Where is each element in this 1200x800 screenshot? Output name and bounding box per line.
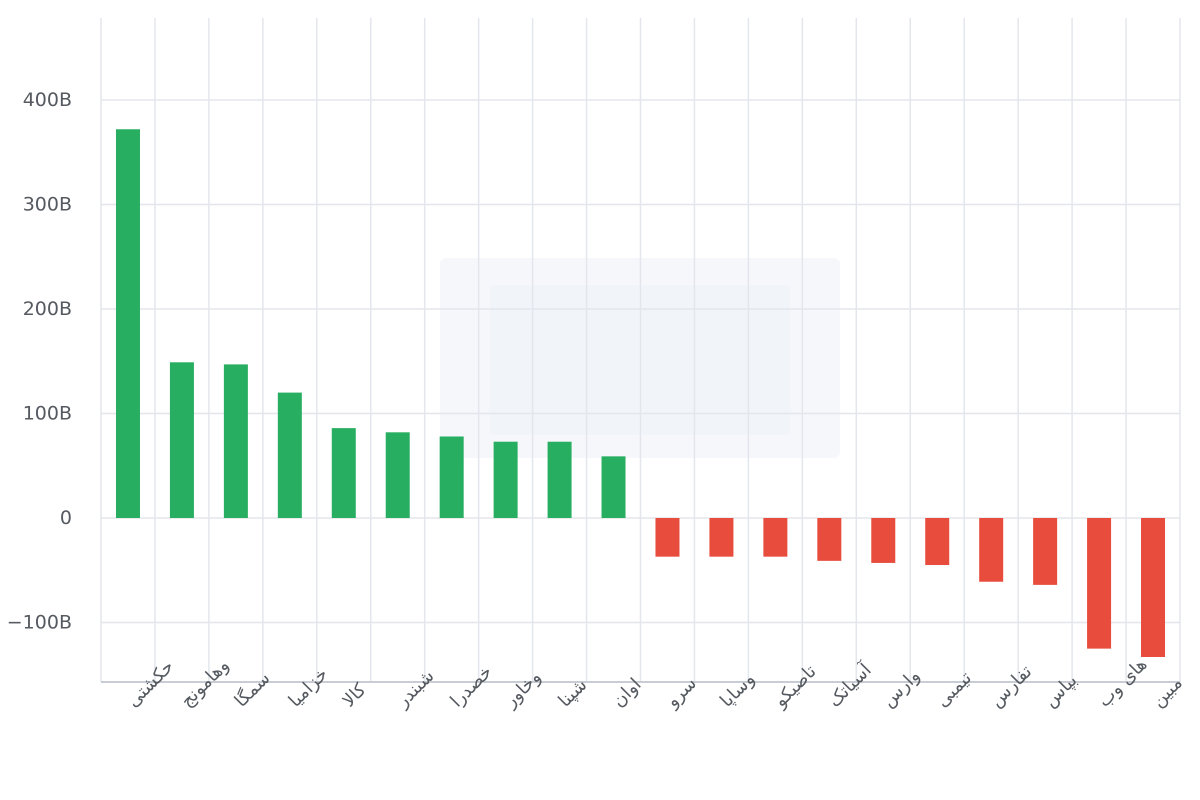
y-tick-label: −100B — [7, 612, 72, 634]
bar-11[interactable] — [709, 518, 734, 557]
bar-0[interactable] — [115, 129, 140, 518]
bar-9[interactable] — [601, 456, 626, 518]
x-category-label: آسیاتک — [823, 658, 877, 712]
x-category-label: خصدرا — [446, 661, 496, 711]
bar-16[interactable] — [979, 518, 1004, 582]
bar-14[interactable] — [871, 518, 896, 563]
x-category-label: تیمبی — [932, 667, 976, 711]
x-category-label: مبین — [1148, 672, 1187, 711]
y-axis-tick-labels: 400B 300B 200B 100B 0 −100B — [7, 89, 72, 634]
y-tick-label: 100B — [23, 403, 72, 425]
bar-5[interactable] — [385, 432, 410, 518]
x-category-label: بپاس — [1040, 670, 1082, 712]
x-category-label: سمگا — [230, 667, 274, 711]
bar-4[interactable] — [331, 428, 356, 518]
x-category-label: کالا — [338, 679, 370, 711]
bar-2[interactable] — [223, 364, 248, 518]
x-category-label: وهامونج — [177, 655, 234, 712]
x-category-label: وساپا — [716, 669, 759, 712]
bar-12[interactable] — [763, 518, 788, 557]
bar-19[interactable] — [1141, 518, 1166, 657]
y-tick-label: 400B — [23, 89, 72, 111]
x-category-label: حکشتی — [123, 656, 179, 712]
y-tick-label: 0 — [60, 507, 72, 529]
bar-18[interactable] — [1087, 518, 1112, 649]
bar-1[interactable] — [169, 362, 194, 518]
gridlines — [100, 18, 1181, 682]
y-tick-label: 200B — [23, 298, 72, 320]
x-category-label: شبندر — [392, 666, 439, 713]
bar-15[interactable] — [925, 518, 950, 566]
x-category-label: وارس — [878, 665, 924, 711]
bar-13[interactable] — [817, 518, 842, 561]
x-category-label: تفارس — [986, 661, 1036, 711]
bar-17[interactable] — [1033, 518, 1058, 585]
x-category-label: خزامیا — [285, 664, 333, 712]
x-category-label: وخاور — [500, 666, 546, 712]
bar-3[interactable] — [277, 392, 302, 518]
x-category-label: تاصیکو — [769, 661, 820, 712]
bar-6[interactable] — [439, 436, 464, 518]
bar-10[interactable] — [655, 518, 680, 557]
x-category-label: شپنا — [554, 674, 591, 711]
y-tick-label: 300B — [23, 194, 72, 216]
bar-8[interactable] — [547, 441, 572, 518]
bar-7[interactable] — [493, 441, 518, 518]
bars — [115, 129, 1166, 657]
